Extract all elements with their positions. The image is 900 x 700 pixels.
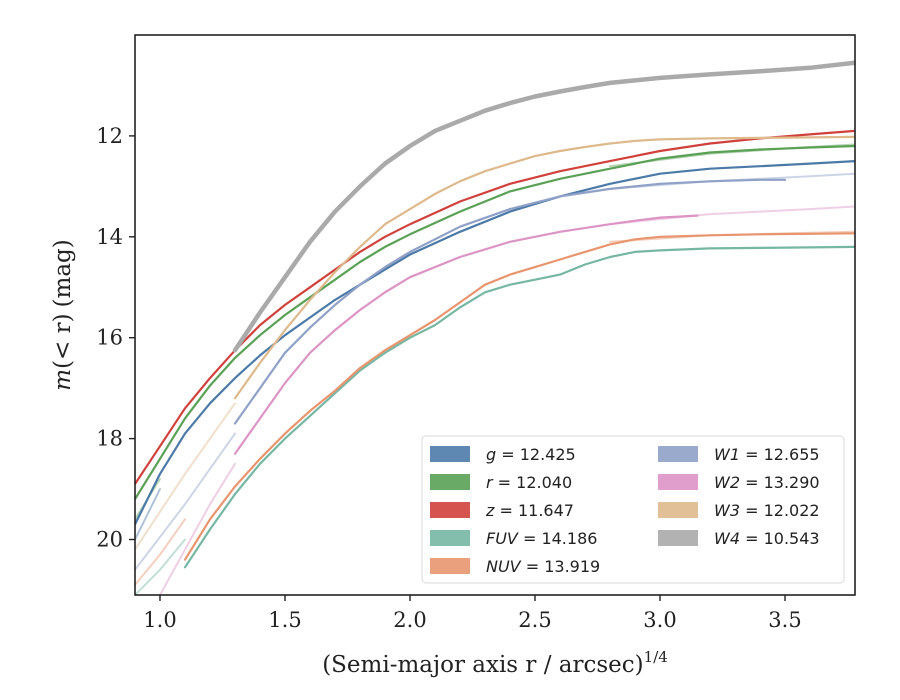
series-line-r — [135, 144, 855, 501]
legend-label: FUV = 14.186 — [486, 529, 597, 548]
x-tick-label: 3.0 — [643, 608, 676, 632]
legend-label: z = 11.647 — [485, 501, 574, 520]
legend-item-r: r = 12.040 — [430, 473, 572, 492]
series-lines — [135, 60, 855, 569]
x-tick-label: 2.5 — [518, 608, 551, 632]
y-axis-label-unit: (mag) — [50, 239, 76, 307]
series-line-w1 — [233, 178, 787, 425]
legend-label: g = 12.425 — [486, 445, 576, 464]
legend-swatch — [430, 502, 470, 518]
series-line-w3 — [233, 135, 855, 400]
legend-item-g: g = 12.425 — [430, 445, 576, 464]
y-axis-label-symbol: m — [50, 369, 76, 391]
faint-tail-5 — [159, 462, 236, 595]
y-tick-label: 12 — [96, 124, 123, 148]
legend-item-w4: W4 = 10.543 — [658, 529, 820, 548]
legend-item-z: z = 11.647 — [430, 501, 574, 520]
legend-swatch — [658, 530, 698, 546]
x-axis-label-main: (Semi-major axis r / arcsec) — [322, 652, 643, 678]
series-line-w4 — [232, 60, 855, 353]
faint-tail-3 — [135, 402, 236, 551]
x-axis-label-superscript: 1/4 — [644, 648, 668, 666]
legend-label: W4 = 10.543 — [714, 529, 820, 548]
series-line-nuv — [183, 232, 855, 561]
y-axis-ticks: 12 14 16 18 20 — [96, 124, 135, 552]
legend-label: NUV = 13.919 — [486, 557, 600, 576]
series-line-z — [135, 129, 855, 486]
faint-tail-6 — [135, 538, 186, 595]
plot-frame — [134, 34, 856, 596]
y-tick-label: 16 — [96, 326, 123, 350]
y-axis-label-arg: (< r) — [50, 313, 76, 369]
legend-item-w1: W1 = 12.655 — [658, 445, 820, 464]
legend-label: r = 12.040 — [486, 473, 572, 492]
legend-item-w3: W3 = 12.022 — [658, 501, 820, 520]
legend-swatch — [658, 474, 698, 490]
y-axis-label: m(< r) (mag) — [50, 239, 76, 391]
x-axis-ticks: 1.0 1.5 2.0 2.5 3.0 3.5 — [143, 595, 802, 632]
legend-label: W3 = 12.022 — [714, 501, 820, 520]
legend-swatch — [658, 502, 698, 518]
faint-tail-7 — [135, 518, 186, 586]
faint-tail-9 — [609, 205, 855, 226]
x-axis-label: (Semi-major axis r / arcsec)1/4 — [322, 648, 668, 678]
legend-label: W2 = 13.290 — [714, 473, 820, 492]
x-tick-label: 1.5 — [268, 608, 301, 632]
y-tick-label: 14 — [96, 225, 123, 249]
legend-item-w2: W2 = 13.290 — [658, 473, 820, 492]
x-tick-label: 1.0 — [143, 608, 176, 632]
legend: g = 12.425 r = 12.040 z = 11.647 FUV = 14.1… — [421, 435, 845, 584]
legend-item-fuv: FUV = 14.186 — [430, 529, 597, 548]
legend-swatch — [430, 446, 470, 462]
series-line-w2 — [233, 214, 699, 455]
legend-box — [421, 435, 845, 584]
x-tick-label: 3.5 — [768, 608, 801, 632]
legend-swatch — [430, 530, 470, 546]
y-tick-label: 20 — [96, 528, 123, 552]
x-tick-label: 2.0 — [393, 608, 426, 632]
legend-item-nuv: NUV = 13.919 — [430, 557, 600, 576]
faint-tail-0 — [135, 488, 161, 541]
y-tick-label: 18 — [96, 427, 123, 451]
series-line-fuv — [183, 245, 855, 569]
legend-label: W1 = 12.655 — [714, 445, 820, 464]
series-line-g — [135, 160, 855, 526]
legend-swatch — [430, 558, 470, 574]
legend-swatch — [430, 474, 470, 490]
faint-tail-4 — [135, 432, 236, 571]
legend-swatch — [658, 446, 698, 462]
